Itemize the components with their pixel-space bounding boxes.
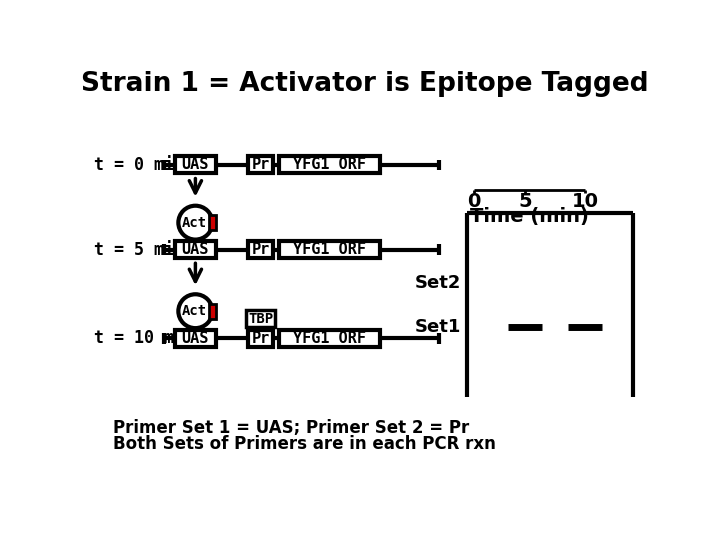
- Text: 10: 10: [572, 192, 599, 211]
- Text: t = 5 min: t = 5 min: [94, 241, 184, 259]
- Text: Act: Act: [181, 304, 207, 318]
- Text: TBP: TBP: [248, 312, 273, 326]
- Text: Strain 1 = Activator is Epitope Tagged: Strain 1 = Activator is Epitope Tagged: [81, 71, 649, 97]
- Circle shape: [179, 294, 212, 328]
- Text: YFG1 ORF: YFG1 ORF: [293, 330, 366, 346]
- Text: Set1: Set1: [415, 318, 462, 336]
- Bar: [209, 215, 216, 231]
- Bar: [209, 303, 216, 319]
- Bar: [175, 157, 215, 173]
- Text: UAS: UAS: [181, 330, 209, 346]
- Bar: [175, 241, 215, 258]
- Bar: [246, 310, 275, 327]
- Text: 0: 0: [467, 192, 480, 211]
- Text: Act: Act: [181, 215, 207, 230]
- Bar: [279, 157, 380, 173]
- Circle shape: [179, 206, 212, 240]
- Bar: [248, 241, 273, 258]
- Text: Time (min): Time (min): [470, 207, 589, 226]
- Bar: [248, 157, 273, 173]
- Bar: [279, 330, 380, 347]
- Text: YFG1 ORF: YFG1 ORF: [293, 242, 366, 257]
- Text: 5: 5: [518, 192, 531, 211]
- Text: Primer Set 1 = UAS; Primer Set 2 = Pr: Primer Set 1 = UAS; Primer Set 2 = Pr: [113, 419, 469, 437]
- Text: YFG1 ORF: YFG1 ORF: [293, 157, 366, 172]
- Text: Set2: Set2: [415, 274, 462, 292]
- Bar: [279, 241, 380, 258]
- Bar: [175, 330, 215, 347]
- Text: Both Sets of Primers are in each PCR rxn: Both Sets of Primers are in each PCR rxn: [113, 435, 496, 453]
- Text: t = 10 min: t = 10 min: [94, 329, 194, 347]
- Text: Pr: Pr: [251, 157, 269, 172]
- Text: t = 0 min: t = 0 min: [94, 156, 184, 174]
- Bar: [248, 330, 273, 347]
- Text: UAS: UAS: [181, 157, 209, 172]
- Text: Pr: Pr: [251, 330, 269, 346]
- Text: Pr: Pr: [251, 242, 269, 257]
- Text: UAS: UAS: [181, 242, 209, 257]
